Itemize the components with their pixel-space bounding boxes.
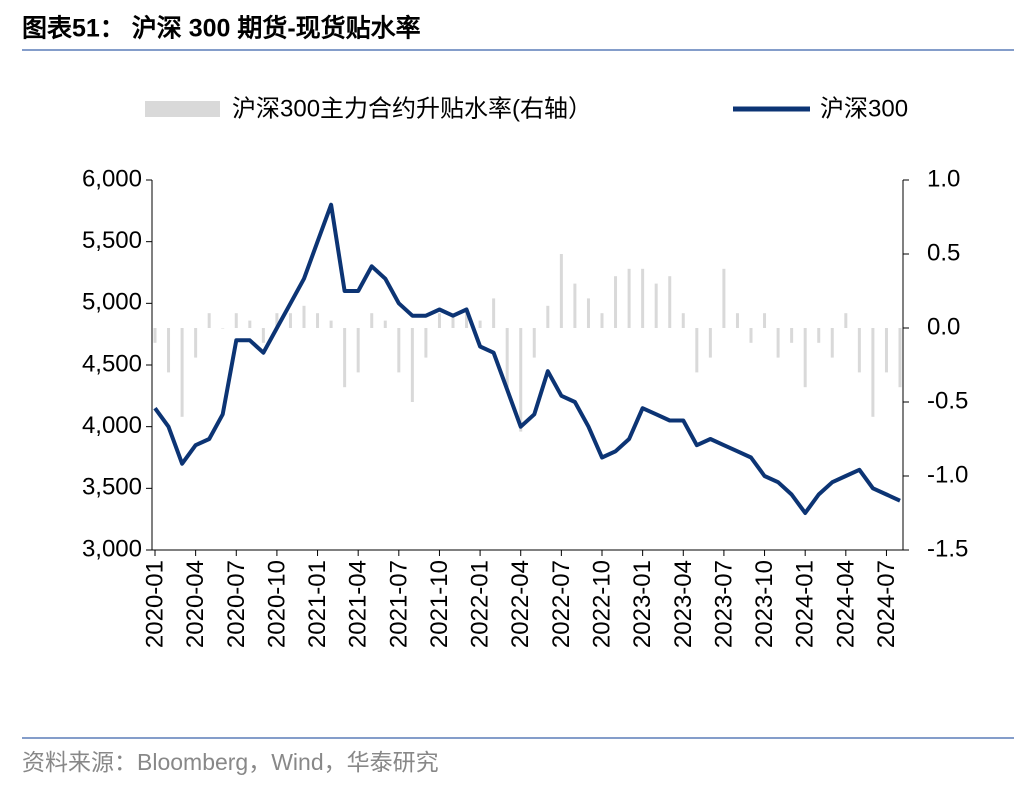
y-tick-label: 5,000 <box>82 289 142 316</box>
bar <box>248 320 252 328</box>
bar <box>708 328 712 358</box>
bar <box>234 313 238 328</box>
x-tick-label: 2020-07 <box>223 560 250 648</box>
bar <box>573 283 577 328</box>
bar <box>776 328 780 358</box>
x-tick-label: 2020-10 <box>263 560 290 648</box>
bar <box>465 313 469 328</box>
bar <box>600 313 604 328</box>
bar <box>830 328 834 358</box>
x-tick-label: 2024-01 <box>792 560 819 648</box>
bar <box>817 328 821 343</box>
x-tick-label: 2021-04 <box>345 560 372 648</box>
y2-tick-label: -1.5 <box>927 535 968 562</box>
bar <box>302 305 306 328</box>
x-tick-label: 2021-10 <box>426 560 453 648</box>
x-tick-label: 2020-04 <box>182 560 209 648</box>
x-tick-label: 2022-04 <box>507 560 534 648</box>
y2-tick-label: 0.0 <box>927 313 960 340</box>
bar <box>654 283 658 328</box>
bar <box>370 313 374 328</box>
bar <box>790 328 794 343</box>
bar <box>397 328 401 373</box>
y-tick-label: 4,000 <box>82 412 142 439</box>
bar <box>410 328 414 402</box>
bar <box>614 276 618 328</box>
bar <box>627 268 631 328</box>
bar <box>735 313 739 328</box>
bar <box>695 328 699 373</box>
x-tick-label: 2024-04 <box>832 560 859 648</box>
bar <box>343 328 347 388</box>
bar <box>898 328 902 388</box>
x-tick-label: 2020-01 <box>142 560 169 648</box>
bar <box>749 328 753 343</box>
y-tick-label: 3,000 <box>82 535 142 562</box>
bar <box>167 328 171 373</box>
bar <box>763 313 767 328</box>
x-tick-label: 2023-01 <box>629 560 656 648</box>
y2-tick-label: -1.0 <box>927 461 968 488</box>
y-tick-label: 3,500 <box>82 474 142 501</box>
x-tick-label: 2024-07 <box>873 560 900 648</box>
bar <box>722 268 726 328</box>
bar <box>275 313 279 328</box>
bar <box>437 313 441 328</box>
x-tick-label: 2023-07 <box>710 560 737 648</box>
legend-label: 沪深300 <box>820 95 908 122</box>
bar <box>871 328 875 417</box>
bar <box>180 328 184 417</box>
bar <box>153 328 157 343</box>
bar <box>383 320 387 328</box>
bar <box>884 328 888 373</box>
bar <box>194 328 198 358</box>
y-tick-label: 6,000 <box>82 165 142 192</box>
bar <box>207 313 211 328</box>
bar <box>356 328 360 373</box>
bar <box>316 313 320 328</box>
bar <box>261 328 265 343</box>
source: 资料来源：Bloomberg，Wind，华泰研究 <box>22 749 439 775</box>
x-tick-label: 2022-07 <box>548 560 575 648</box>
bar <box>681 313 685 328</box>
bar <box>424 328 428 358</box>
bar <box>221 328 225 329</box>
bar <box>492 298 496 328</box>
bar <box>329 320 333 328</box>
x-tick-label: 2023-10 <box>751 560 778 648</box>
y2-tick-label: 0.5 <box>927 239 960 266</box>
bar <box>803 328 807 388</box>
bar <box>478 320 482 328</box>
bar <box>519 328 523 432</box>
bar <box>559 254 563 328</box>
bar <box>532 328 536 358</box>
line <box>153 202 901 515</box>
y-tick-label: 4,500 <box>82 350 142 377</box>
x-tick-label: 2022-01 <box>467 560 494 648</box>
bar <box>288 313 292 328</box>
bar <box>668 276 672 328</box>
bar <box>451 313 455 328</box>
x-tick-label: 2022-10 <box>589 560 616 648</box>
x-tick-label: 2021-07 <box>385 560 412 648</box>
legend-swatch <box>145 101 220 117</box>
y2-tick-label: 1.0 <box>927 165 960 192</box>
y-tick-label: 5,500 <box>82 227 142 254</box>
legend-label: 沪深300主力合约升贴水率(右轴） <box>232 95 592 122</box>
x-tick-label: 2021-01 <box>304 560 331 648</box>
bar <box>586 298 590 328</box>
bar <box>641 268 645 328</box>
bar <box>546 305 550 328</box>
bar <box>505 328 509 388</box>
bar <box>857 328 861 373</box>
y2-tick-label: -0.5 <box>927 387 968 414</box>
x-tick-label: 2023-04 <box>670 560 697 648</box>
chart-title: 图表51： 沪深 300 期货-现货贴水率 <box>22 14 421 43</box>
bar <box>844 313 848 328</box>
